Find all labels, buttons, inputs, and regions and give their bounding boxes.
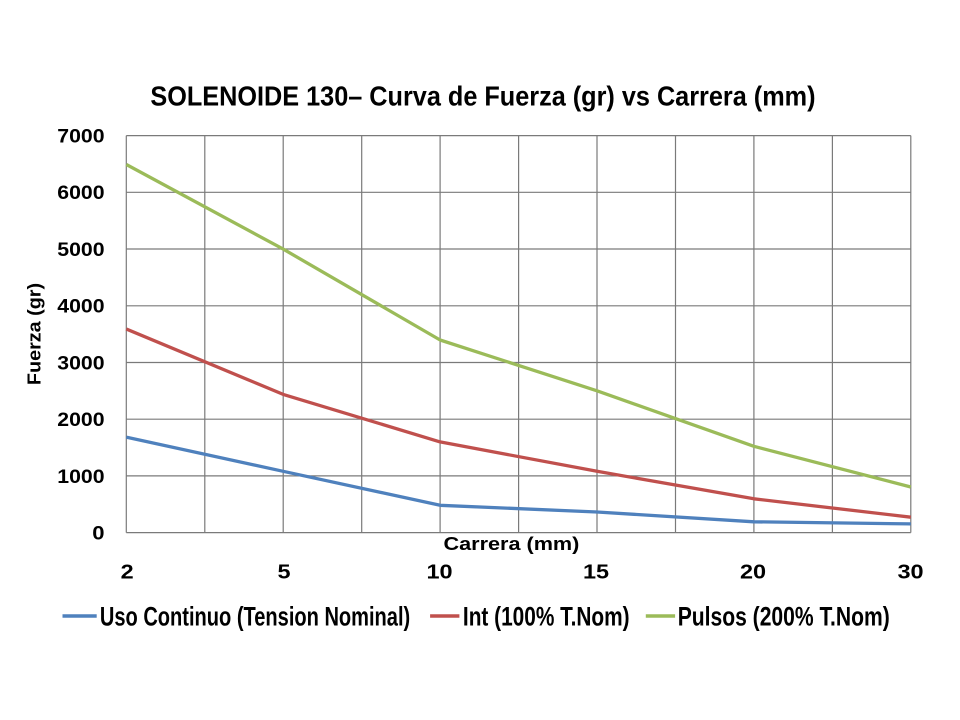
svg-text:2: 2	[121, 560, 134, 583]
svg-text:5: 5	[277, 560, 290, 583]
svg-text:2000: 2000	[57, 410, 104, 431]
svg-text:5000: 5000	[57, 240, 104, 261]
svg-text:Pulsos (200% T.Nom): Pulsos (200% T.Nom)	[678, 602, 890, 632]
svg-text:Uso Continuo (Tension Nominal): Uso Continuo (Tension Nominal)	[100, 602, 410, 633]
svg-text:6000: 6000	[57, 183, 104, 204]
svg-text:Carrera (mm): Carrera (mm)	[444, 534, 580, 554]
svg-text:4000: 4000	[57, 296, 104, 317]
svg-text:SOLENOIDE 130– Curva de Fuerza: SOLENOIDE 130– Curva de Fuerza (gr) vs C…	[150, 80, 815, 112]
svg-text:7000: 7000	[57, 126, 104, 147]
svg-text:10: 10	[426, 560, 452, 583]
svg-text:30: 30	[897, 560, 923, 583]
svg-text:Fuerza (gr): Fuerza (gr)	[25, 283, 45, 385]
svg-text:20: 20	[740, 560, 766, 583]
svg-text:3000: 3000	[57, 353, 104, 374]
svg-text:1000: 1000	[57, 467, 104, 488]
svg-text:15: 15	[583, 560, 609, 583]
svg-text:0: 0	[92, 523, 104, 545]
svg-text:Int (100% T.Nom): Int (100% T.Nom)	[463, 602, 630, 632]
